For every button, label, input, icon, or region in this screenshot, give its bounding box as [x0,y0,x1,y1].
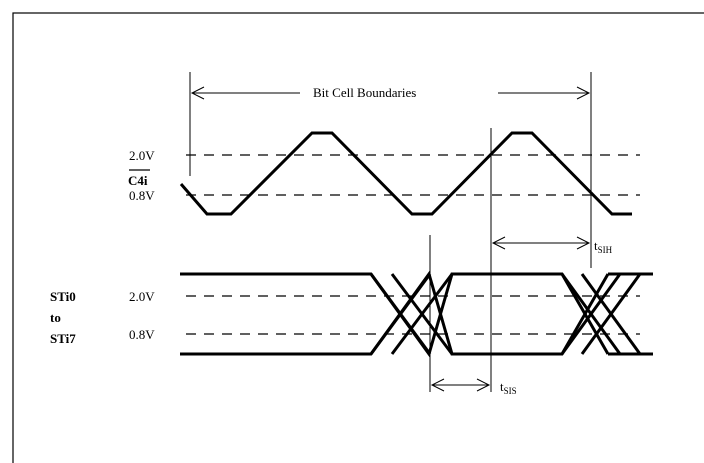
c4i-waveform [179,131,632,216]
sti-transition-2d [580,273,642,355]
sti-top-rail [180,272,610,358]
t-sih-arrowhead-left [491,236,506,250]
c4i-signal-label: C4i [128,173,148,188]
sti-low-level-label: 0.8V [129,327,155,342]
t-sis-label: tSIS [500,379,517,396]
sti-label-line2: to [50,310,61,325]
sti-bottom-rail [180,270,610,356]
boundary-arrowhead-right [576,86,591,100]
boundary-arrowhead-left [190,86,205,100]
t-sis-arrowhead-left [430,378,445,392]
t-sis-arrowhead-right [476,378,491,392]
sti-high-level-label: 2.0V [129,289,155,304]
c4i-low-level-label: 0.8V [129,188,155,203]
sti-transition-1b [369,273,432,355]
sti-transition-1d [390,273,454,355]
sti-label-line3: STi7 [50,331,76,346]
t-sih-label: tSIH [594,238,613,255]
t-sih-arrowhead-right [576,236,591,250]
sti-transition-2b [560,273,622,355]
diagram-border [12,12,704,463]
sti-label-line1: STi0 [50,289,76,304]
bit-cell-boundaries-label: Bit Cell Boundaries [313,85,416,100]
c4i-high-level-label: 2.0V [129,148,155,163]
